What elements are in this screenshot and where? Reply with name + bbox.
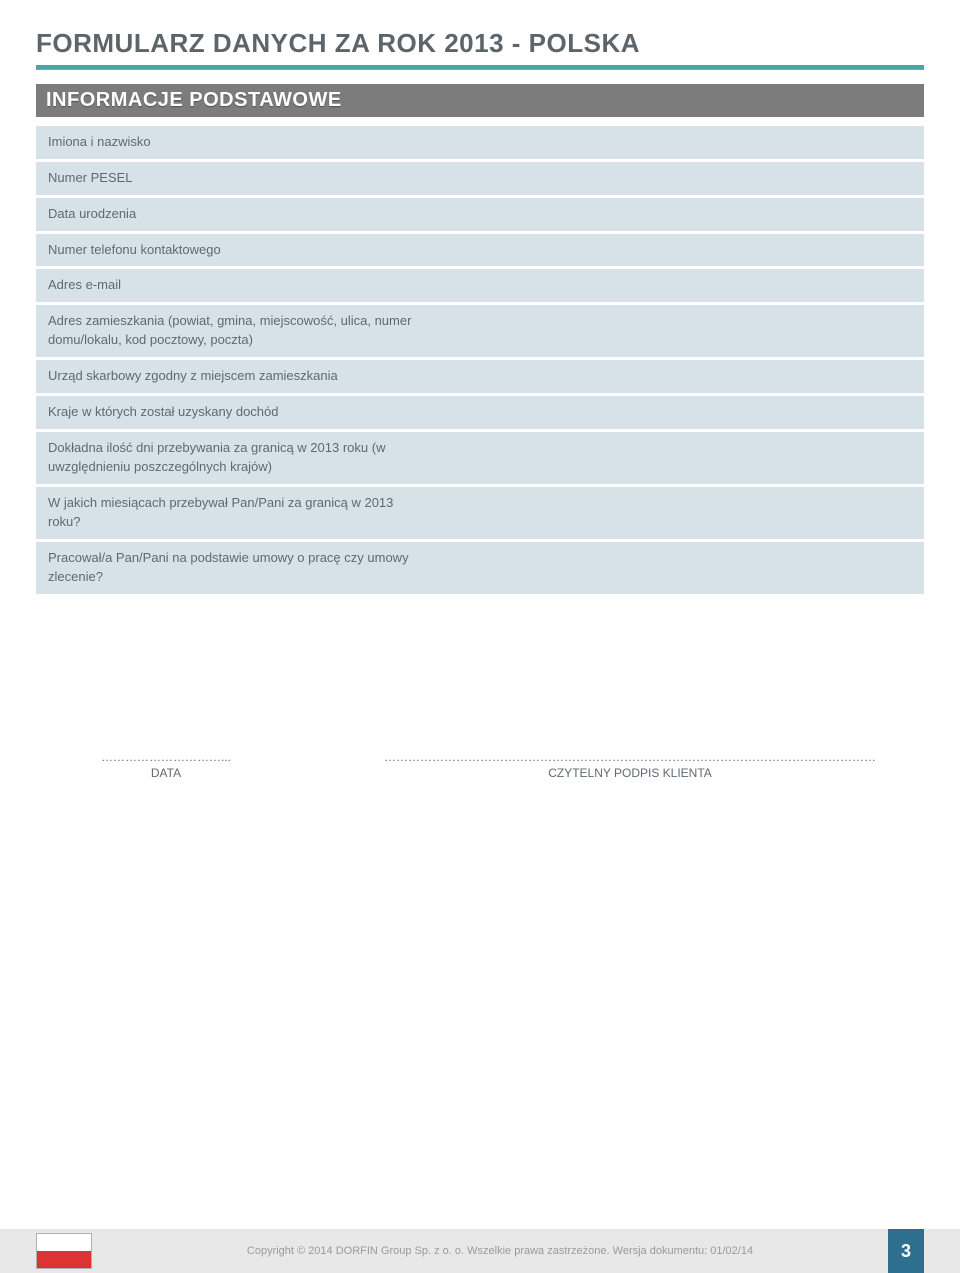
field-label: Kraje w których został uzyskany dochód xyxy=(36,396,436,429)
field-value[interactable] xyxy=(436,487,924,539)
field-label: Urząd skarbowy zgodny z miejscem zamiesz… xyxy=(36,360,436,393)
underline-gray xyxy=(36,69,924,70)
field-value[interactable] xyxy=(436,234,924,267)
signature-name-label: CZYTELNY PODPIS KLIENTA xyxy=(336,766,924,780)
field-label: Numer PESEL xyxy=(36,162,436,195)
signature-name-dots: …………………………………………………………………………………………………………… xyxy=(336,750,924,764)
field-value[interactable] xyxy=(436,360,924,393)
form-table: Imiona i nazwiskoNumer PESELData urodzen… xyxy=(36,123,924,597)
table-row: Numer telefonu kontaktowego xyxy=(36,234,924,267)
field-value[interactable] xyxy=(436,162,924,195)
field-label: Pracował/a Pan/Pani na podstawie umowy o… xyxy=(36,542,436,594)
field-label: Imiona i nazwisko xyxy=(36,126,436,159)
field-label: Adres zamieszkania (powiat, gmina, miejs… xyxy=(36,305,436,357)
table-row: W jakich miesiącach przebywał Pan/Pani z… xyxy=(36,487,924,539)
footer-copyright: Copyright © 2014 DORFIN Group Sp. z o. o… xyxy=(112,1245,888,1257)
signature-row: …………………………... DATA ………………………………………………………… xyxy=(36,750,924,780)
field-value[interactable] xyxy=(436,432,924,484)
title-block: FORMULARZ DANYCH ZA ROK 2013 - POLSKA xyxy=(36,28,924,70)
flag-poland-icon xyxy=(36,1233,92,1269)
signature-date-dots: …………………………... xyxy=(36,750,296,764)
table-row: Pracował/a Pan/Pani na podstawie umowy o… xyxy=(36,542,924,594)
field-value[interactable] xyxy=(436,305,924,357)
flag-red-stripe xyxy=(37,1251,91,1268)
field-value[interactable] xyxy=(436,542,924,594)
table-row: Kraje w których został uzyskany dochód xyxy=(36,396,924,429)
field-value[interactable] xyxy=(436,126,924,159)
field-value[interactable] xyxy=(436,269,924,302)
table-row: Dokładna ilość dni przebywania za granic… xyxy=(36,432,924,484)
field-label: Dokładna ilość dni przebywania za granic… xyxy=(36,432,436,484)
table-row: Urząd skarbowy zgodny z miejscem zamiesz… xyxy=(36,360,924,393)
field-label: Adres e-mail xyxy=(36,269,436,302)
field-value[interactable] xyxy=(436,198,924,231)
field-value[interactable] xyxy=(436,396,924,429)
field-label: Data urodzenia xyxy=(36,198,436,231)
title-underline xyxy=(36,65,924,70)
table-row: Adres e-mail xyxy=(36,269,924,302)
table-row: Adres zamieszkania (powiat, gmina, miejs… xyxy=(36,305,924,357)
page: FORMULARZ DANYCH ZA ROK 2013 - POLSKA IN… xyxy=(0,0,960,1273)
table-row: Numer PESEL xyxy=(36,162,924,195)
footer-bar: Copyright © 2014 DORFIN Group Sp. z o. o… xyxy=(0,1229,960,1273)
signature-name-block: …………………………………………………………………………………………………………… xyxy=(336,750,924,780)
page-title: FORMULARZ DANYCH ZA ROK 2013 - POLSKA xyxy=(36,28,924,59)
signature-date-block: …………………………... DATA xyxy=(36,750,296,780)
table-row: Imiona i nazwisko xyxy=(36,126,924,159)
field-label: W jakich miesiącach przebywał Pan/Pani z… xyxy=(36,487,436,539)
signature-date-label: DATA xyxy=(36,766,296,780)
flag-white-stripe xyxy=(37,1234,91,1251)
section-header: INFORMACJE PODSTAWOWE xyxy=(36,84,924,117)
page-number: 3 xyxy=(888,1229,924,1273)
field-label: Numer telefonu kontaktowego xyxy=(36,234,436,267)
table-row: Data urodzenia xyxy=(36,198,924,231)
